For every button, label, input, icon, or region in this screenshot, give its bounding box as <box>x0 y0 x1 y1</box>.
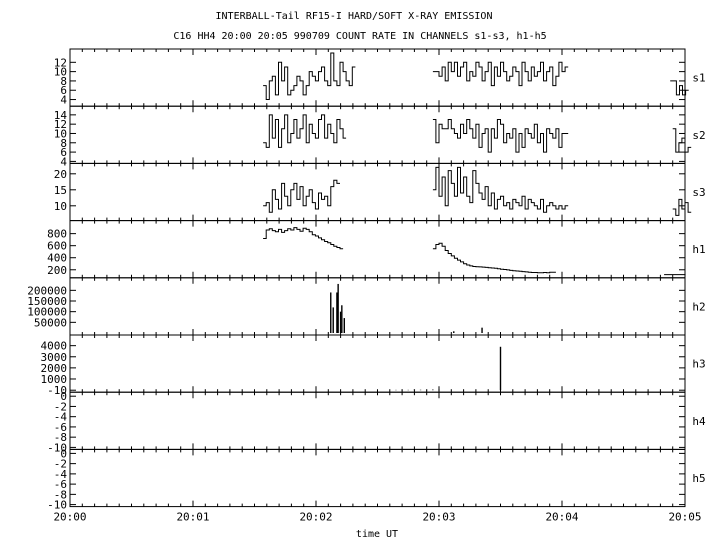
panel-frame <box>69 391 686 450</box>
x-tick-label: 20:00 <box>53 511 86 524</box>
y-tick-label: 14 <box>54 109 68 122</box>
y-tick-label: 4 <box>60 94 67 107</box>
y-tick-label: 200 <box>47 264 67 277</box>
y-tick-label: 12 <box>54 118 67 131</box>
y-tick-label: -2 <box>54 458 67 471</box>
series-line-s2 <box>432 119 569 153</box>
y-tick-label: -8 <box>54 431 67 444</box>
panel-frame <box>69 334 686 393</box>
y-tick-label: 150000 <box>27 295 67 308</box>
y-tick-label: 400 <box>47 252 67 265</box>
y-tick-label: 0 <box>60 390 67 403</box>
x-axis-label: time UT <box>356 529 398 540</box>
y-tick-label: 0 <box>60 447 67 460</box>
y-tick-label: 8 <box>60 137 67 150</box>
y-tick-label: 6 <box>60 146 67 159</box>
y-tick-label: 50000 <box>34 316 67 329</box>
panel-h5: -10-8-6-4-20 h5 <box>47 447 706 511</box>
y-tick-label: 20 <box>54 168 67 181</box>
x-tick-label: 20:05 <box>668 511 701 524</box>
y-tick-label: -4 <box>54 468 68 481</box>
y-tick-label: -8 <box>54 488 67 501</box>
series-line-s3 <box>672 198 692 216</box>
y-tick-label: 8 <box>60 75 67 88</box>
y-tick-label: 10 <box>54 66 67 79</box>
series-line-s1 <box>432 61 569 87</box>
panel-frame <box>69 48 686 107</box>
panel-s3: 10 15 20 s3 <box>54 162 706 222</box>
series-label: s2 <box>692 129 705 142</box>
y-tick-label: 600 <box>47 240 67 253</box>
series-line-s1 <box>670 80 689 96</box>
series-line-s2 <box>672 128 692 153</box>
series-label: s3 <box>692 186 705 199</box>
y-tick-label: -2 <box>54 400 67 413</box>
y-tick-label: -6 <box>54 421 67 434</box>
x-tick-label: 20:03 <box>422 511 455 524</box>
panel-frame <box>69 277 686 336</box>
x-tick-label: 20:01 <box>176 511 209 524</box>
y-tick-label: 4 <box>60 155 67 168</box>
y-tick-label: 10 <box>54 200 67 213</box>
y-tick-label: 3000 <box>41 351 68 364</box>
y-tick-label: 4000 <box>41 340 68 353</box>
panel-frame <box>69 105 686 164</box>
series-label: h1 <box>692 243 705 256</box>
panel-frame <box>69 162 686 222</box>
y-tick-label: 12 <box>54 56 67 69</box>
series-line-s3 <box>263 179 340 213</box>
panel-h4: -10-8-6-4-20 h4 <box>47 390 706 454</box>
series-label: s1 <box>692 72 705 85</box>
y-tick-label: 800 <box>47 228 67 241</box>
y-tick-label: -10 <box>47 441 67 454</box>
series-label: h4 <box>692 415 706 428</box>
y-tick-label: 200000 <box>27 284 67 297</box>
series-line-h1 <box>263 227 344 250</box>
series-line-s1 <box>263 52 356 100</box>
y-tick-label: 10 <box>54 127 67 140</box>
series-label: h3 <box>692 358 705 371</box>
series-label: h5 <box>692 472 705 485</box>
x-tick-label: 20:02 <box>299 511 332 524</box>
series-line-s3 <box>432 166 569 213</box>
y-tick-label: 2000 <box>41 362 68 375</box>
chart-subtitle: C16 HH4 20:00 20:05 990709 COUNT RATE IN… <box>173 31 546 42</box>
chart-title: INTERBALL-Tail RF15-I HARD/SOFT X-RAY EM… <box>216 11 493 22</box>
y-tick-label: -10 <box>47 384 67 397</box>
series-line-h1 <box>432 242 556 274</box>
y-tick-label: 15 <box>54 184 67 197</box>
panel-frame <box>69 448 686 508</box>
y-tick-label: 100000 <box>27 306 67 319</box>
series-line-s2 <box>263 114 347 148</box>
y-tick-label: -6 <box>54 478 67 491</box>
x-tick-label: 20:04 <box>545 511 578 524</box>
y-tick-label: -4 <box>54 411 68 424</box>
panel-frame <box>69 220 686 279</box>
y-tick-label: 1000 <box>41 373 68 386</box>
y-tick-label: -10 <box>47 499 67 512</box>
series-label: h2 <box>692 300 705 313</box>
y-tick-label: 6 <box>60 84 67 97</box>
